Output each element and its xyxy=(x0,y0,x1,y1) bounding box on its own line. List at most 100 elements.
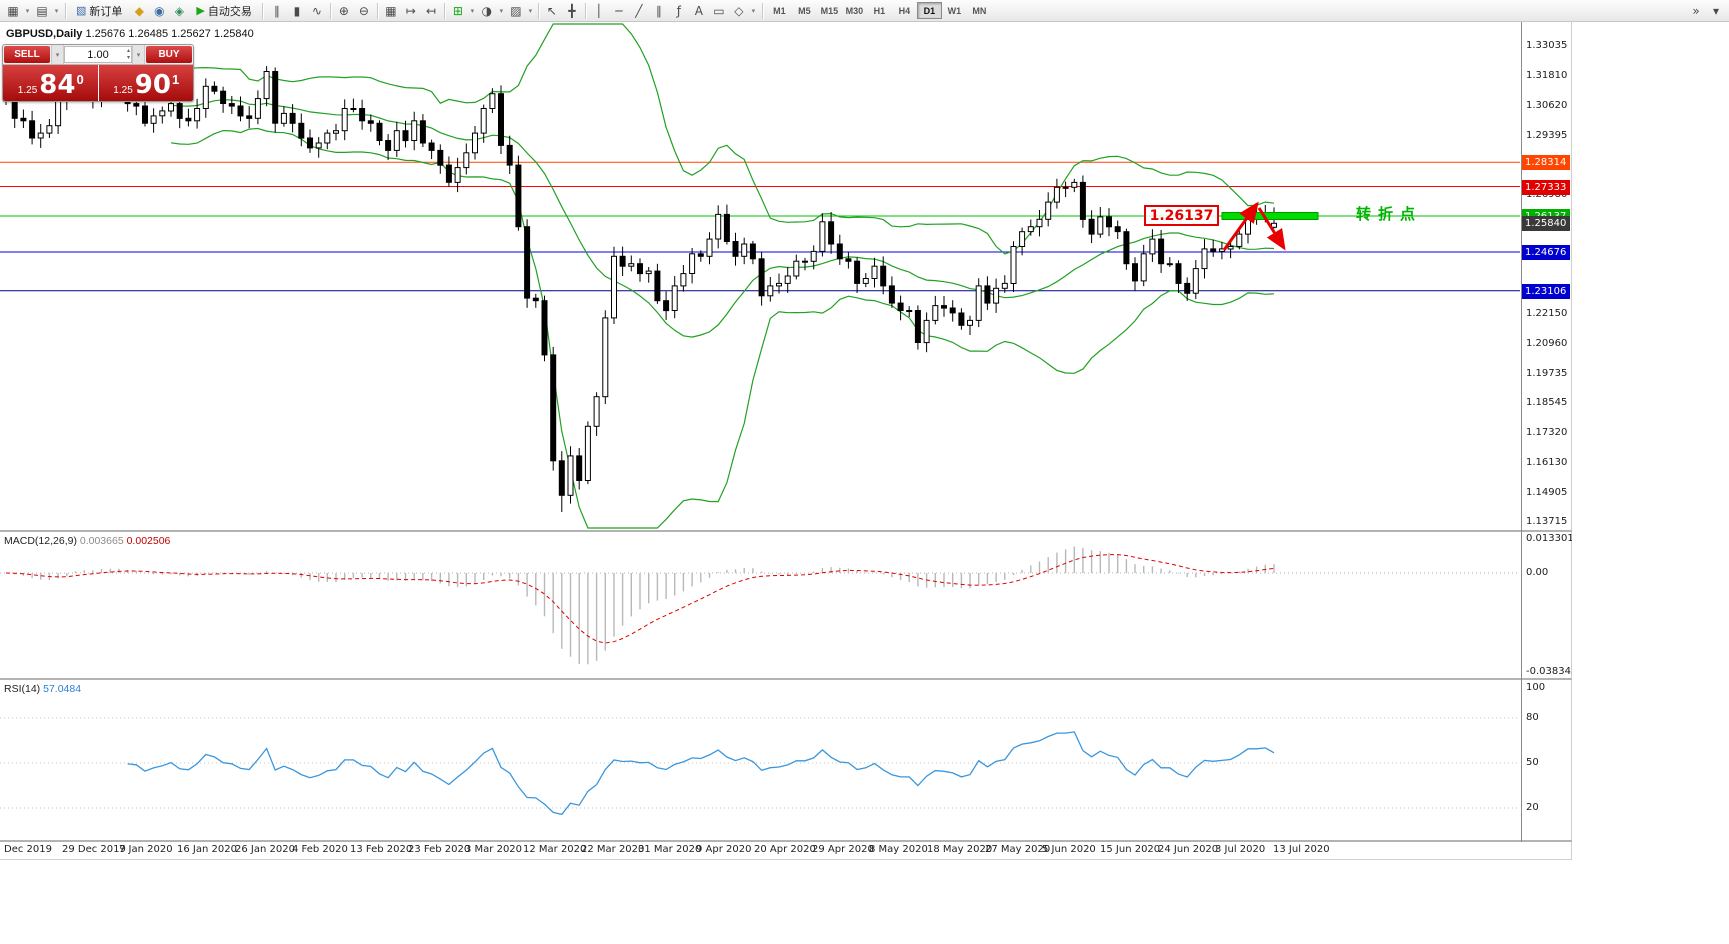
horizontal-line-icon[interactable]: ─ xyxy=(609,2,629,20)
buy-price-button[interactable]: 1.25 90 1 xyxy=(98,65,193,101)
macd-pane[interactable]: 0.013301 0.00 -0.038343 MACD(12,26,9) 0.00… xyxy=(0,532,1572,678)
metaeditor-icon[interactable]: ◆ xyxy=(129,2,149,20)
buy-options-caret-icon[interactable]: ▾ xyxy=(132,45,145,64)
date-label: 13 Jul 2020 xyxy=(1273,844,1330,855)
rsi-pane[interactable]: 100 80 50 20 RSI(14) 57.0484 xyxy=(0,680,1572,840)
lot-size-input[interactable]: 1.00 ▴ ▾ xyxy=(64,46,132,63)
zoom-out-icon[interactable]: ⊖ xyxy=(354,2,374,20)
date-label: 15 Jun 2020 xyxy=(1100,844,1161,855)
date-label: 4 Feb 2020 xyxy=(292,844,348,855)
lot-down-icon[interactable]: ▾ xyxy=(126,54,130,61)
indicators-caret[interactable]: ▾ xyxy=(468,2,477,20)
trendline-icon[interactable]: ╱ xyxy=(629,2,649,20)
indicators-icon[interactable]: ⊞ xyxy=(448,2,468,20)
autotrading-button[interactable]: ▶ 自动交易 xyxy=(190,2,257,20)
date-label: 20 Apr 2020 xyxy=(754,844,816,855)
bar-chart-icon[interactable]: ∥ xyxy=(267,2,287,20)
zoom-in-icon[interactable]: ⊕ xyxy=(334,2,354,20)
timeframe-w1[interactable]: W1 xyxy=(942,2,967,19)
shapes-icon[interactable]: ◇ xyxy=(729,2,749,20)
price-tick: 1.13715 xyxy=(1526,516,1568,527)
profiles-caret[interactable]: ▾ xyxy=(52,2,61,20)
timeframe-m15[interactable]: M15 xyxy=(817,2,842,19)
timeframe-h4[interactable]: H4 xyxy=(892,2,917,19)
pane-separator[interactable] xyxy=(0,530,1572,532)
timeframe-m5[interactable]: M5 xyxy=(792,2,817,19)
price-axis-line xyxy=(1521,22,1522,842)
autotrading-label: 自动交易 xyxy=(207,5,252,18)
new-order-icon: ▧ xyxy=(76,5,87,17)
terminal-icon[interactable]: ◉ xyxy=(149,2,169,20)
timeframe-m1[interactable]: M1 xyxy=(767,2,792,19)
main-chart-canvas[interactable] xyxy=(0,22,1520,530)
crosshair-icon[interactable]: ╋ xyxy=(562,2,582,20)
lot-up-icon[interactable]: ▴ xyxy=(126,47,130,54)
toolbar-separator xyxy=(443,2,445,19)
label-icon[interactable]: ▭ xyxy=(709,2,729,20)
ohlc-values: 1.25676 1.26485 1.25627 1.25840 xyxy=(85,28,254,40)
one-click-trading-panel: SELL ▾ 1.00 ▴ ▾ ▾ BUY 1.25 84 0 1.25 90 1 xyxy=(2,44,194,102)
shapes-caret[interactable]: ▾ xyxy=(749,2,758,20)
line-chart-icon[interactable]: ∿ xyxy=(307,2,327,20)
toolbar-customize-icon[interactable]: ▾ xyxy=(1706,2,1726,20)
new-chart-icon[interactable]: ▦ xyxy=(3,2,23,20)
candlestick-chart-icon[interactable]: ▮ xyxy=(287,2,307,20)
periods-icon[interactable]: ◑ xyxy=(477,2,497,20)
sell-options-caret-icon[interactable]: ▾ xyxy=(51,45,64,64)
date-label: 22 Mar 2020 xyxy=(581,844,645,855)
macd-label: MACD(12,26,9) 0.003665 0.002506 xyxy=(4,535,170,547)
buy-price-pipette: 1 xyxy=(171,72,180,87)
periods-caret[interactable]: ▾ xyxy=(497,2,506,20)
price-tick: 1.14905 xyxy=(1526,487,1568,498)
toolbar-separator xyxy=(329,2,331,19)
date-label: 9 Apr 2020 xyxy=(696,844,752,855)
buy-button[interactable]: BUY xyxy=(146,46,192,63)
macd-signal-value: 0.002506 xyxy=(126,535,171,547)
grid-icon[interactable]: ▦ xyxy=(381,2,401,20)
macd-tick: -0.038343 xyxy=(1526,666,1572,677)
fibonacci-icon[interactable]: ƒ xyxy=(669,2,689,20)
channel-icon[interactable]: ∥ xyxy=(649,2,669,20)
pane-separator[interactable] xyxy=(0,840,1572,842)
buy-price-prefix: 1.25 xyxy=(113,85,133,96)
sell-price-button[interactable]: 1.25 84 0 xyxy=(3,65,98,101)
chart-shift-icon[interactable]: ↤ xyxy=(421,2,441,20)
date-label: 29 Apr 2020 xyxy=(812,844,874,855)
main-chart-pane[interactable]: 1.330351.318101.306201.293951.269801.221… xyxy=(0,22,1572,530)
templates-icon[interactable]: ▨ xyxy=(506,2,526,20)
sell-button[interactable]: SELL xyxy=(4,46,50,63)
price-tick: 1.19735 xyxy=(1526,368,1568,379)
templates-caret[interactable]: ▾ xyxy=(526,2,535,20)
chart-window: 1.330351.318101.306201.293951.269801.221… xyxy=(0,22,1572,860)
profiles-icon[interactable]: ▤ xyxy=(32,2,52,20)
new-chart-caret[interactable]: ▾ xyxy=(23,2,32,20)
toolbar-overflow-icon[interactable]: » xyxy=(1686,2,1706,20)
lot-size-value: 1.00 xyxy=(87,48,109,61)
toolbar-separator xyxy=(584,2,586,19)
price-tick: 1.20960 xyxy=(1526,338,1568,349)
price-tick: 1.18545 xyxy=(1526,397,1568,408)
timeframe-mn[interactable]: MN xyxy=(967,2,992,19)
timeframe-d1[interactable]: D1 xyxy=(916,2,942,19)
date-label: 26 Jan 2020 xyxy=(235,844,295,855)
rsi-canvas[interactable] xyxy=(0,680,1520,840)
date-label: 23 Feb 2020 xyxy=(408,844,471,855)
lot-spinner[interactable]: ▴ ▾ xyxy=(127,47,130,62)
pane-separator[interactable] xyxy=(0,678,1572,680)
auto-scroll-icon[interactable]: ↦ xyxy=(401,2,421,20)
macd-canvas[interactable] xyxy=(0,532,1520,678)
timeframe-h1[interactable]: H1 xyxy=(867,2,892,19)
macd-tick: 0.013301 xyxy=(1526,533,1572,544)
vertical-line-icon[interactable]: │ xyxy=(589,2,609,20)
new-order-button[interactable]: ▧ 新订单 xyxy=(70,2,128,20)
autotrading-icon: ▶ xyxy=(196,5,205,17)
text-icon[interactable]: A xyxy=(689,2,709,20)
price-tick: 1.17320 xyxy=(1526,427,1568,438)
macd-main-value: 0.003665 xyxy=(79,535,124,547)
level-price-label: 1.27333 xyxy=(1522,180,1571,195)
strategy-tester-icon[interactable]: ◈ xyxy=(169,2,189,20)
rsi-tick: 80 xyxy=(1526,712,1539,723)
cursor-icon[interactable]: ↖ xyxy=(542,2,562,20)
timeframe-m30[interactable]: M30 xyxy=(842,2,867,19)
time-axis[interactable]: Dec 2019 29 Dec 2019 7 Jan 2020 16 Jan 2020… xyxy=(0,842,1572,858)
